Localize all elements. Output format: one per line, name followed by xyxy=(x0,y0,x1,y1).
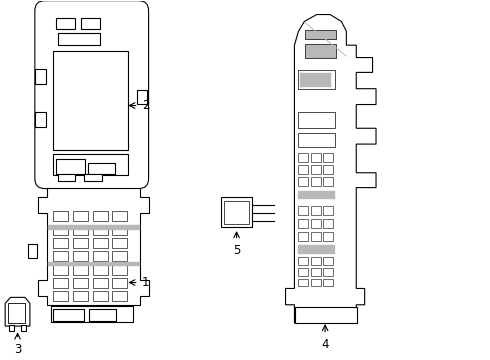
Text: 1: 1 xyxy=(142,276,149,289)
Bar xyxy=(298,231,308,240)
Bar xyxy=(21,325,26,331)
Bar xyxy=(311,279,320,287)
Bar xyxy=(298,245,336,254)
Bar xyxy=(113,211,127,221)
Bar xyxy=(53,265,68,275)
Bar xyxy=(305,44,336,58)
Bar xyxy=(9,325,14,331)
Bar xyxy=(56,159,85,174)
Bar xyxy=(311,231,320,240)
Bar xyxy=(298,219,308,228)
Bar xyxy=(298,279,308,287)
Bar xyxy=(298,268,308,276)
Bar xyxy=(53,251,68,261)
Bar xyxy=(311,177,320,186)
Bar xyxy=(323,153,333,162)
Bar xyxy=(81,18,99,30)
Bar xyxy=(298,153,308,162)
Bar xyxy=(298,257,308,265)
Bar xyxy=(48,225,140,230)
Text: 3: 3 xyxy=(14,343,21,356)
Text: 2: 2 xyxy=(142,99,149,112)
Bar xyxy=(53,154,128,175)
Bar xyxy=(58,174,75,181)
Bar xyxy=(93,225,107,235)
Bar xyxy=(89,309,116,321)
Bar xyxy=(323,231,333,240)
Bar xyxy=(311,206,320,215)
Bar xyxy=(93,238,107,248)
Bar xyxy=(8,303,25,323)
Text: 5: 5 xyxy=(233,244,240,257)
Bar xyxy=(113,265,127,275)
FancyBboxPatch shape xyxy=(35,1,148,189)
Bar xyxy=(51,306,133,322)
Bar xyxy=(28,244,37,258)
Bar xyxy=(305,30,336,39)
Bar xyxy=(113,292,127,301)
Bar xyxy=(48,262,140,266)
Bar xyxy=(323,257,333,265)
Bar xyxy=(73,211,88,221)
Bar xyxy=(295,307,357,323)
Bar xyxy=(73,292,88,301)
Bar xyxy=(298,177,308,186)
Bar xyxy=(298,70,336,89)
Bar xyxy=(311,219,320,228)
Bar xyxy=(323,279,333,287)
Bar xyxy=(311,153,320,162)
Bar xyxy=(298,112,336,128)
Polygon shape xyxy=(286,14,376,323)
Bar xyxy=(323,268,333,276)
Bar xyxy=(323,219,333,228)
Bar xyxy=(73,278,88,288)
Bar xyxy=(53,309,84,321)
Bar xyxy=(298,206,308,215)
Bar xyxy=(298,190,336,199)
Bar xyxy=(35,69,46,84)
Bar xyxy=(93,278,107,288)
Bar xyxy=(58,33,100,45)
Bar xyxy=(53,51,128,150)
Bar xyxy=(113,225,127,235)
Bar xyxy=(323,177,333,186)
Bar xyxy=(93,265,107,275)
Bar xyxy=(84,174,101,181)
Bar xyxy=(113,238,127,248)
Bar xyxy=(224,202,249,224)
Bar xyxy=(35,112,46,127)
Bar xyxy=(53,225,68,235)
Bar xyxy=(323,165,333,174)
Bar xyxy=(93,251,107,261)
Bar xyxy=(137,90,147,104)
Bar xyxy=(113,278,127,288)
Polygon shape xyxy=(5,297,30,326)
Bar xyxy=(323,206,333,215)
Bar xyxy=(53,211,68,221)
Bar xyxy=(221,198,252,227)
Bar xyxy=(311,165,320,174)
Bar xyxy=(311,268,320,276)
Bar xyxy=(311,257,320,265)
Bar xyxy=(73,265,88,275)
Bar xyxy=(73,238,88,248)
Bar xyxy=(56,18,75,30)
Bar xyxy=(73,251,88,261)
Bar xyxy=(73,225,88,235)
Bar xyxy=(298,133,336,147)
Bar xyxy=(300,73,331,87)
Bar xyxy=(113,251,127,261)
Bar xyxy=(53,292,68,301)
Bar xyxy=(298,165,308,174)
Polygon shape xyxy=(38,188,148,305)
Bar xyxy=(88,163,115,174)
Bar xyxy=(53,278,68,288)
Text: 4: 4 xyxy=(321,338,329,351)
Bar xyxy=(53,238,68,248)
Bar xyxy=(93,292,107,301)
Bar xyxy=(93,211,107,221)
